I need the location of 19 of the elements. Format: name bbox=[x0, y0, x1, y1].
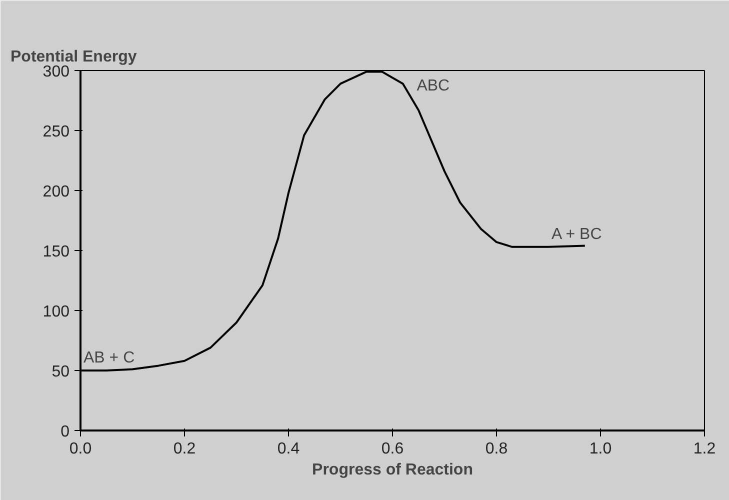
y-tick-label: 250 bbox=[42, 124, 70, 140]
y-tick-label: 0 bbox=[60, 424, 70, 440]
x-axis-title: Progress of Reaction bbox=[312, 462, 473, 478]
x-tick-label: 0.2 bbox=[173, 440, 196, 458]
y-tick-label: 100 bbox=[42, 304, 70, 320]
annotation: AB + C bbox=[84, 350, 135, 366]
y-tick-label: 50 bbox=[52, 364, 70, 380]
y-tick-label: 200 bbox=[42, 184, 70, 200]
y-tick-label: 150 bbox=[42, 244, 70, 260]
x-tick-label: 0.6 bbox=[381, 440, 404, 458]
x-tick-label: 1.2 bbox=[693, 440, 716, 458]
x-tick-label: 1.0 bbox=[589, 440, 612, 458]
annotation: ABC bbox=[416, 78, 450, 94]
annotation: A + BC bbox=[552, 226, 602, 243]
y-tick-label: 300 bbox=[42, 64, 70, 80]
y-axis-title: Potential Energy bbox=[10, 48, 137, 66]
x-tick-label: 0.0 bbox=[69, 440, 92, 458]
x-tick-label: 0.4 bbox=[277, 440, 300, 458]
x-tick-label: 0.8 bbox=[485, 440, 508, 458]
